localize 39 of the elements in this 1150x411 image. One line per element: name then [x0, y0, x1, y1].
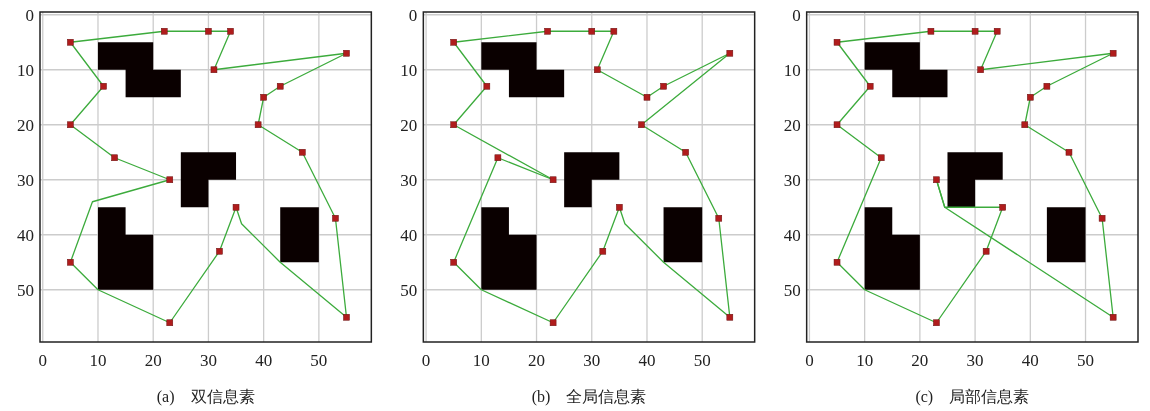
x-tick-label: 20 — [144, 351, 162, 370]
x-tick-label: 30 — [966, 351, 984, 370]
x-tick-label: 40 — [638, 351, 656, 370]
y-tick-label: 0 — [408, 5, 418, 25]
y-tick-label: 50 — [17, 280, 34, 300]
y-tick-label: 10 — [400, 60, 418, 80]
x-tick-label: 40 — [255, 351, 273, 370]
y-tick-label: 40 — [17, 225, 34, 245]
y-tick-label: 30 — [17, 170, 34, 190]
x-tick-label: 30 — [199, 351, 217, 370]
y-tick-label: 0 — [792, 5, 801, 25]
x-tick-label: 10 — [856, 351, 874, 370]
x-tick-label: 50 — [1077, 351, 1095, 370]
x-tick-label: 0 — [421, 351, 431, 370]
y-tick-label: 40 — [400, 225, 418, 245]
y-tick-label: 20 — [17, 115, 34, 135]
x-axis-title: (a) 双信息素 — [156, 388, 255, 406]
y-tick-label: 30 — [400, 170, 418, 190]
y-tick-label: 20 — [783, 115, 801, 135]
x-tick-label: 40 — [1021, 351, 1039, 370]
y-tick-label: 10 — [17, 60, 34, 80]
y-tick-label: 50 — [400, 280, 418, 300]
y-tick-label: 50 — [783, 280, 801, 300]
x-tick-label: 30 — [583, 351, 601, 370]
x-tick-label: 10 — [89, 351, 107, 370]
y-tick-label: 40 — [783, 225, 801, 245]
x-tick-label: 10 — [472, 351, 490, 370]
x-tick-label: 20 — [528, 351, 546, 370]
x-tick-label: 50 — [310, 351, 328, 370]
y-tick-label: 30 — [783, 170, 801, 190]
x-tick-label: 0 — [38, 351, 48, 370]
y-tick-label: 20 — [400, 115, 418, 135]
x-axis-title: (c) 局部信息素 — [915, 388, 1030, 406]
x-tick-label: 20 — [911, 351, 929, 370]
y-tick-label: 10 — [783, 60, 801, 80]
x-tick-label: 0 — [805, 351, 814, 370]
x-axis-title: (b) 全局信息素 — [531, 388, 647, 406]
y-tick-label: 0 — [25, 5, 34, 25]
x-tick-label: 50 — [693, 351, 711, 370]
